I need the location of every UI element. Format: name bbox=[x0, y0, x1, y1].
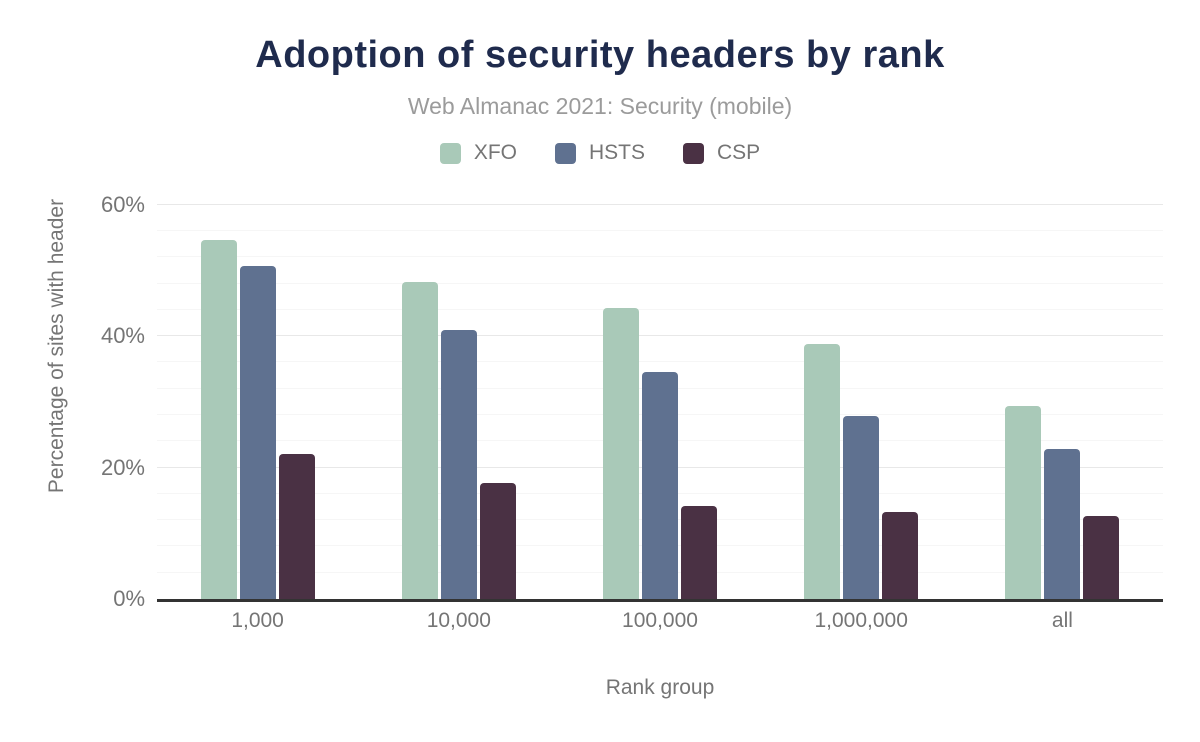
legend-swatch-icon-xfo bbox=[439, 142, 461, 164]
bar-hsts-1-000 bbox=[239, 265, 276, 599]
minor-gridline-36 bbox=[157, 361, 1163, 363]
x-tick-label-100-000: 100,000 bbox=[622, 609, 698, 632]
legend: XFO HSTS CSP bbox=[0, 141, 1200, 165]
legend-swatch-icon-csp bbox=[683, 142, 704, 164]
legend-item-xfo: XFO bbox=[439, 141, 517, 165]
x-tick-label-1-000: 1,000 bbox=[231, 609, 284, 632]
major-gridline-60 bbox=[157, 203, 1163, 205]
x-tick-label-all: all bbox=[1051, 609, 1073, 632]
bar-csp-100-000 bbox=[681, 506, 717, 599]
bar-group-100-000 bbox=[559, 185, 760, 599]
legend-label-csp: CSP bbox=[717, 141, 761, 164]
bar-csp-1-000-000 bbox=[882, 512, 919, 599]
bar-xfo-1-000-000 bbox=[804, 344, 841, 599]
bar-group-10-000 bbox=[358, 185, 559, 599]
bar-csp-all bbox=[1083, 516, 1120, 599]
bar-csp-10-000 bbox=[479, 482, 516, 599]
major-gridline-40 bbox=[157, 335, 1163, 337]
x-axis-ticks: 1,000 10,000 100,000 1,000,000 all bbox=[157, 609, 1163, 633]
bar-group-1-000 bbox=[157, 185, 358, 599]
minor-gridline-44 bbox=[157, 308, 1163, 310]
y-tick-label-60: 60% bbox=[100, 191, 145, 217]
minor-gridline-52 bbox=[157, 256, 1163, 258]
bar-hsts-100-000 bbox=[642, 372, 678, 599]
chart-subtitle: Web Almanac 2021: Security (mobile) bbox=[407, 93, 793, 119]
y-tick-label-40: 40% bbox=[100, 323, 145, 349]
minor-gridline-56 bbox=[157, 230, 1163, 231]
plot-area bbox=[157, 185, 1163, 602]
x-tick-label-1-000-000: 1,000,000 bbox=[814, 609, 908, 632]
bar-groups bbox=[157, 185, 1163, 599]
x-tick-label-10-000: 10,000 bbox=[426, 609, 491, 632]
bar-xfo-10-000 bbox=[401, 282, 438, 599]
x-axis-title: Rank group bbox=[605, 676, 715, 699]
bar-xfo-100-000 bbox=[603, 307, 639, 599]
bar-group-1-000-000 bbox=[761, 185, 962, 599]
bar-hsts-1-000-000 bbox=[843, 416, 880, 599]
bar-xfo-1-000 bbox=[200, 240, 237, 599]
legend-item-csp: CSP bbox=[683, 141, 760, 165]
bar-csp-1-000 bbox=[278, 454, 315, 599]
chart-title: Adoption of security headers by rank bbox=[255, 34, 945, 76]
legend-item-hsts: HSTS bbox=[554, 141, 645, 165]
minor-gridline-48 bbox=[157, 282, 1163, 284]
y-tick-label-0: 0% bbox=[113, 586, 145, 611]
bar-hsts-all bbox=[1044, 448, 1081, 599]
legend-swatch-icon-hsts bbox=[554, 142, 576, 164]
bar-group-all bbox=[962, 185, 1163, 599]
legend-label-xfo: XFO bbox=[473, 141, 517, 164]
y-axis-ticks: 0% 20% 40% 60% bbox=[40, 185, 145, 611]
legend-label-hsts: HSTS bbox=[588, 141, 645, 164]
bar-xfo-all bbox=[1005, 405, 1042, 599]
bar-hsts-10-000 bbox=[440, 329, 477, 599]
y-tick-label-20: 20% bbox=[100, 454, 145, 480]
